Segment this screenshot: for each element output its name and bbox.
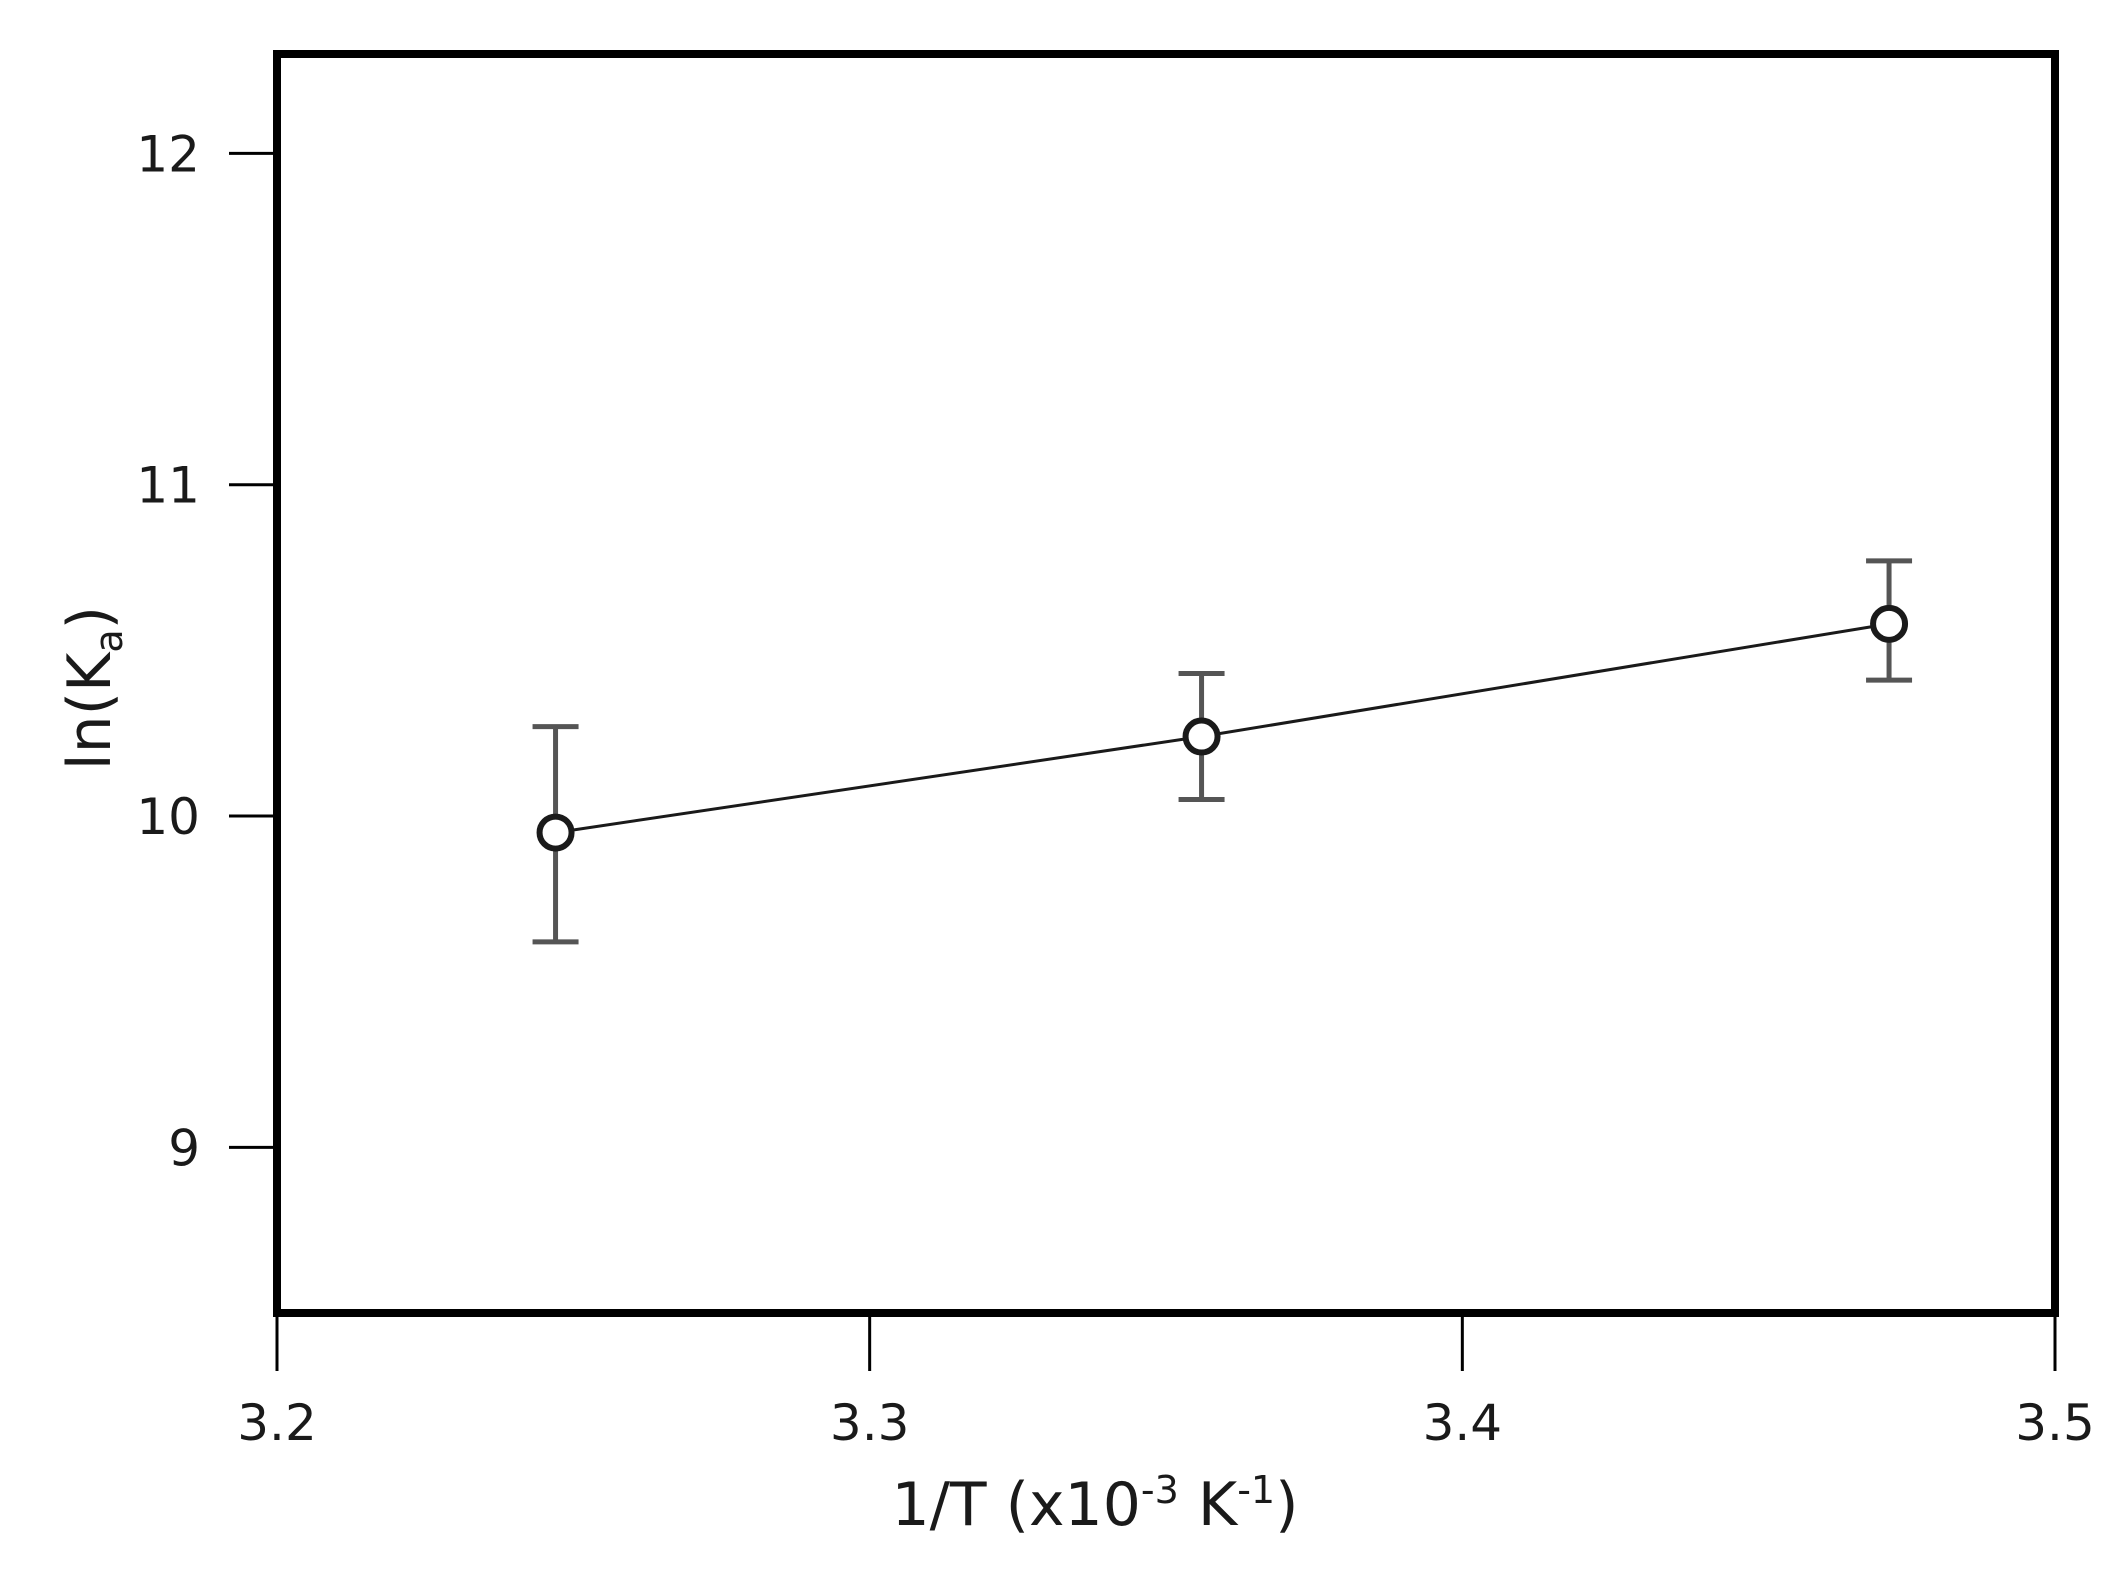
- ticks: [229, 151, 2057, 1371]
- x-tick-label: 3.3: [830, 1394, 910, 1452]
- data-points: [536, 604, 1909, 852]
- y-tick-label: 10: [136, 788, 200, 846]
- data-point: [536, 813, 575, 852]
- x-tick-label: 3.2: [237, 1394, 317, 1452]
- plot-frame: [273, 50, 2059, 1317]
- y-tick-label: 12: [136, 125, 200, 183]
- x-tick-label: 3.5: [2015, 1394, 2095, 1452]
- y-tick-label: 9: [168, 1119, 200, 1177]
- x-tick-label: 3.4: [1423, 1394, 1503, 1452]
- data-point: [1182, 717, 1221, 756]
- y-tick-label: 11: [136, 457, 200, 515]
- y-axis-label: ln(Ka): [55, 606, 131, 770]
- tick-labels: 3.2 3.3 3.4 3.5 9 10 11 12: [136, 125, 2094, 1452]
- data-point: [1870, 604, 1909, 643]
- x-axis-label: 1/T (x10-3 K-1): [892, 1468, 1299, 1540]
- error-bars: [532, 558, 1913, 945]
